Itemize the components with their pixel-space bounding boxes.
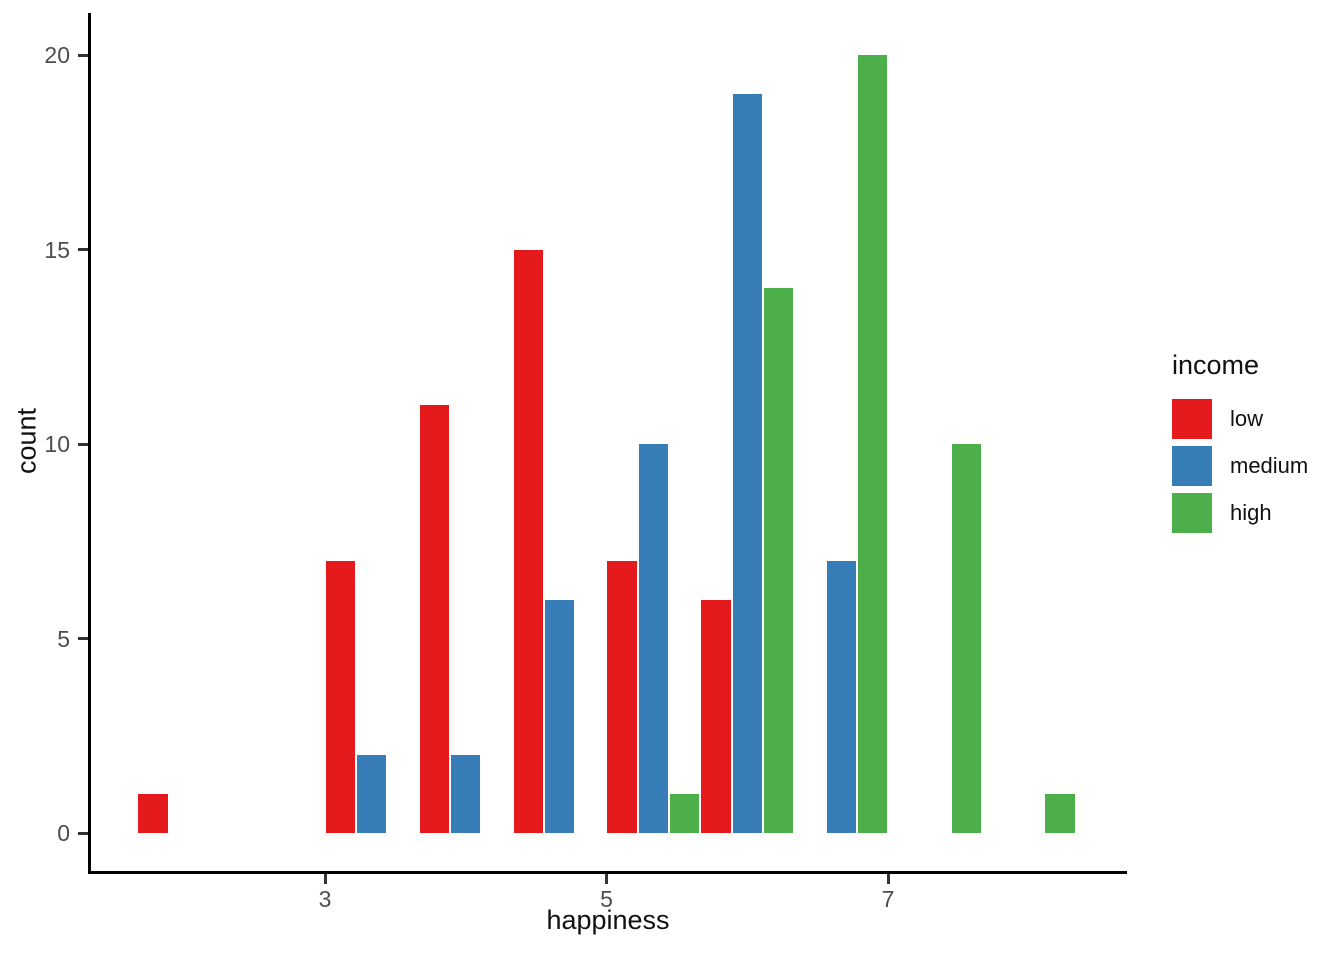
bar-high-bin5 <box>763 288 794 833</box>
bar-medium-bin5 <box>732 93 762 833</box>
y-tick-label-0: 0 <box>57 820 70 846</box>
legend-entry-medium: medium <box>1172 446 1308 486</box>
bar-medium-bin2 <box>451 755 481 833</box>
legend-swatch-medium <box>1172 446 1212 486</box>
x-tick-label-3: 3 <box>318 886 332 912</box>
legend-swatch-high <box>1172 493 1212 533</box>
legend-title: income <box>1172 350 1260 380</box>
bar-high-bin6 <box>857 55 888 833</box>
bar-low-bin0 <box>138 794 168 833</box>
legend-entry-high: high <box>1172 493 1308 533</box>
bar-low-bin3 <box>513 249 543 833</box>
legend-swatch-low <box>1172 399 1212 439</box>
bar-low-bin4 <box>607 560 637 833</box>
bar-high-bin7 <box>951 444 981 833</box>
bar-low-bin5 <box>701 599 731 833</box>
y-tick-label-5: 5 <box>57 625 70 652</box>
legend-label-low: low <box>1230 406 1264 431</box>
legend-entries: low medium high <box>1172 399 1308 533</box>
y-tick-20 <box>78 53 88 57</box>
x-tick-7 <box>886 874 890 884</box>
x-tick-3 <box>323 874 327 884</box>
bar-medium-bin3 <box>545 599 575 833</box>
y-tick-0 <box>78 831 88 835</box>
x-axis-title: happiness <box>546 905 670 935</box>
y-tick-5 <box>78 637 88 640</box>
y-tick-15 <box>78 248 88 251</box>
y-tick-label-15: 15 <box>44 236 70 263</box>
y-tick-label-10: 10 <box>44 431 70 457</box>
bar-medium-bin4 <box>638 444 668 833</box>
bar-high-bin8 <box>1045 794 1075 833</box>
bar-high-bin4 <box>670 794 700 833</box>
bar-medium-bin1 <box>357 755 387 833</box>
bar-low-bin2 <box>419 405 450 833</box>
legend-label-high: high <box>1230 500 1272 525</box>
bar-low-bin1 <box>325 560 356 833</box>
x-tick-label-5: 5 <box>600 886 613 912</box>
x-axis-line <box>88 871 1127 874</box>
bar-medium-bin6 <box>826 560 856 833</box>
x-tick-label-7: 7 <box>881 886 895 912</box>
y-tick-label-20: 20 <box>44 42 70 68</box>
legend-entry-low: low <box>1172 399 1308 439</box>
y-axis-line <box>88 13 91 874</box>
legend: income low medium high <box>1172 350 1308 540</box>
x-tick-5 <box>605 874 608 884</box>
y-tick-10 <box>78 442 88 446</box>
legend-label-medium: medium <box>1230 453 1309 478</box>
